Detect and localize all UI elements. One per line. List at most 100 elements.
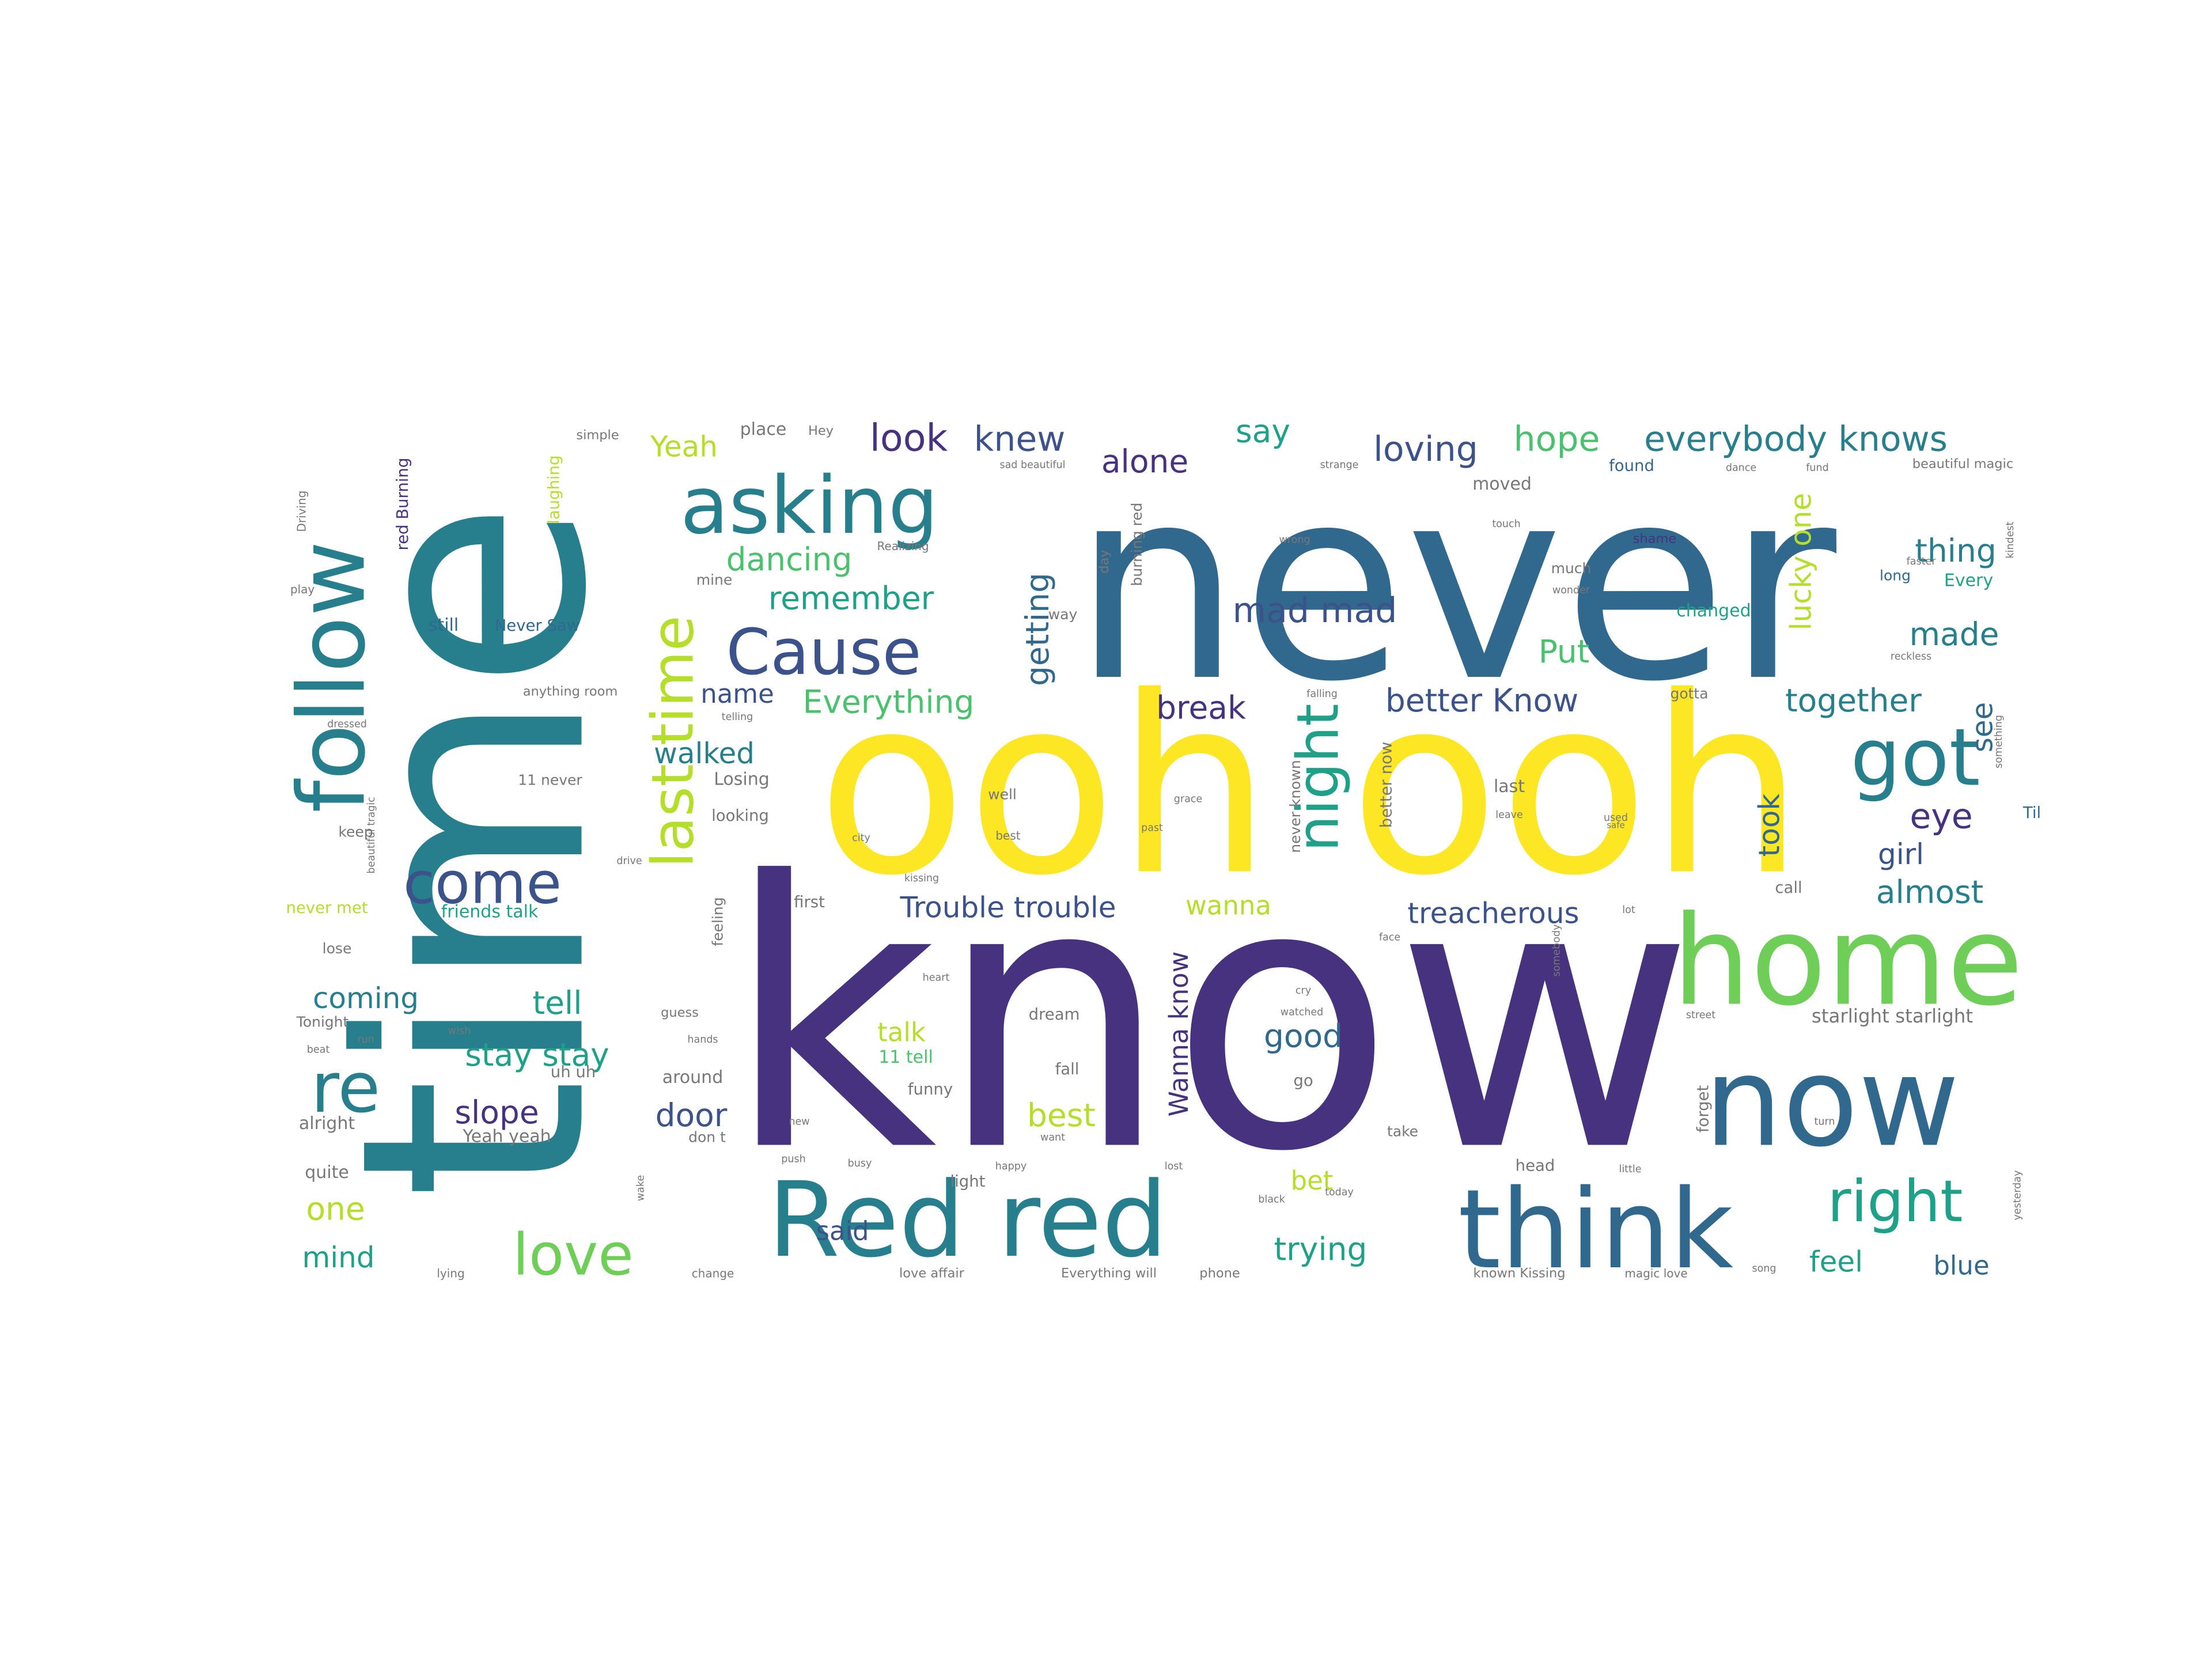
cloud-word: happy xyxy=(995,1161,1027,1172)
cloud-word: head xyxy=(1516,1157,1555,1175)
cloud-word: never known xyxy=(1287,760,1304,853)
cloud-word: Yeah yeah xyxy=(462,1127,551,1147)
cloud-word: Red red xyxy=(768,1160,1168,1281)
cloud-word: love affair xyxy=(899,1266,965,1281)
cloud-word: sad beautiful xyxy=(999,460,1065,471)
cloud-word: lose xyxy=(323,940,352,957)
cloud-word: starlight starlight xyxy=(1812,1005,1973,1027)
cloud-word: dance xyxy=(1726,463,1756,474)
cloud-word: known Kissing xyxy=(1473,1266,1565,1281)
cloud-word: love xyxy=(513,1221,634,1289)
cloud-word: friends talk xyxy=(441,902,539,922)
cloud-word: dancing xyxy=(726,541,853,578)
cloud-word: much xyxy=(1551,560,1592,577)
cloud-word: face xyxy=(1379,932,1400,944)
cloud-word: keep xyxy=(338,824,373,840)
cloud-word: kissing xyxy=(904,873,939,884)
cloud-word: girl xyxy=(1878,838,1924,871)
cloud-word: leave xyxy=(1495,809,1522,821)
cloud-word: almost xyxy=(1876,874,1983,911)
cloud-word: first xyxy=(794,893,825,911)
cloud-word: today xyxy=(1325,1187,1354,1198)
cloud-word: wish xyxy=(448,1025,471,1037)
cloud-word: kindest xyxy=(2005,521,2016,558)
cloud-word: treacherous xyxy=(1407,897,1579,930)
cloud-word: light xyxy=(950,1172,986,1191)
cloud-word: Driving xyxy=(295,491,309,532)
cloud-word: alone xyxy=(1101,443,1188,480)
cloud-word: want xyxy=(1040,1132,1065,1143)
cloud-word: better now xyxy=(1377,742,1396,828)
cloud-word: Yeah xyxy=(650,430,718,464)
cloud-word: eye xyxy=(1910,797,1972,837)
cloud-word: call xyxy=(1775,878,1802,897)
cloud-word: night xyxy=(1284,703,1351,851)
cloud-word: follow xyxy=(278,541,385,813)
cloud-word: quite xyxy=(305,1162,349,1183)
cloud-word: got xyxy=(1850,712,1980,804)
cloud-word: Every xyxy=(1944,571,1993,591)
cloud-word: feeling xyxy=(710,897,726,946)
cloud-word: bet xyxy=(1291,1165,1334,1196)
cloud-word: strange xyxy=(1320,460,1359,471)
cloud-word: tell xyxy=(533,984,582,1021)
cloud-word: mad mad xyxy=(1233,590,1397,631)
cloud-word: still xyxy=(429,615,459,635)
cloud-word: run xyxy=(357,1034,374,1046)
cloud-word: feel xyxy=(1809,1245,1863,1279)
cloud-word: Everything will xyxy=(1061,1266,1157,1281)
cloud-word: beautiful tragic xyxy=(366,797,377,873)
cloud-word: mind xyxy=(302,1241,374,1274)
cloud-word: looking xyxy=(711,806,769,825)
cloud-word: walked xyxy=(654,737,755,770)
cloud-word: guess xyxy=(661,1005,699,1020)
cloud-word: place xyxy=(740,419,787,440)
cloud-word: burning red xyxy=(1128,503,1145,586)
cloud-word: door xyxy=(656,1097,728,1134)
cloud-word: somebody xyxy=(1551,925,1563,977)
cloud-word: lot xyxy=(1622,904,1635,916)
cloud-word: Never Saw xyxy=(495,616,580,635)
cloud-word: uh uh xyxy=(551,1063,596,1081)
cloud-word: day xyxy=(1097,550,1112,573)
cloud-word: take xyxy=(1387,1123,1418,1140)
cloud-word: dream xyxy=(1029,1005,1080,1024)
cloud-word: grace xyxy=(1174,794,1202,805)
cloud-word: ooh ooh xyxy=(817,645,1804,930)
cloud-word: turn xyxy=(1815,1116,1835,1128)
cloud-word: found xyxy=(1609,457,1654,475)
cloud-word: funny xyxy=(908,1080,953,1099)
cloud-word: past xyxy=(1141,823,1163,834)
cloud-word: Wanna know xyxy=(1164,951,1194,1116)
cloud-word: say xyxy=(1236,413,1290,450)
cloud-word: street xyxy=(1686,1010,1715,1021)
cloud-word: last xyxy=(1494,777,1525,797)
cloud-word: never xyxy=(1073,430,1839,740)
cloud-word: long xyxy=(1880,567,1911,584)
cloud-word: name xyxy=(700,679,774,709)
cloud-word: knew xyxy=(974,419,1066,460)
cloud-word: asking xyxy=(680,460,938,552)
cloud-word: talk xyxy=(877,1017,926,1048)
cloud-word: red Burning xyxy=(393,458,412,551)
cloud-word: best xyxy=(1027,1097,1096,1134)
cloud-word: gotta xyxy=(1670,685,1708,702)
cloud-word: city xyxy=(852,832,870,844)
cloud-word: Realizing xyxy=(877,539,929,553)
cloud-word: 11 never xyxy=(518,772,582,789)
cloud-word: last time xyxy=(639,615,706,868)
cloud-word: Hey xyxy=(808,423,834,438)
cloud-word: moved xyxy=(1472,474,1532,494)
cloud-word: coming xyxy=(313,982,419,1015)
cloud-word: Til xyxy=(2022,804,2041,822)
cloud-word: dressed xyxy=(327,719,367,730)
cloud-word: forget xyxy=(1694,1085,1713,1133)
cloud-word: one xyxy=(306,1191,365,1228)
cloud-word: busy xyxy=(848,1158,872,1169)
cloud-word: think xyxy=(1458,1166,1733,1293)
cloud-word: Tonight xyxy=(296,1014,349,1031)
cloud-word: time xyxy=(294,500,654,1199)
cloud-word: wanna xyxy=(1185,891,1271,921)
cloud-word: wonder xyxy=(1552,585,1590,596)
